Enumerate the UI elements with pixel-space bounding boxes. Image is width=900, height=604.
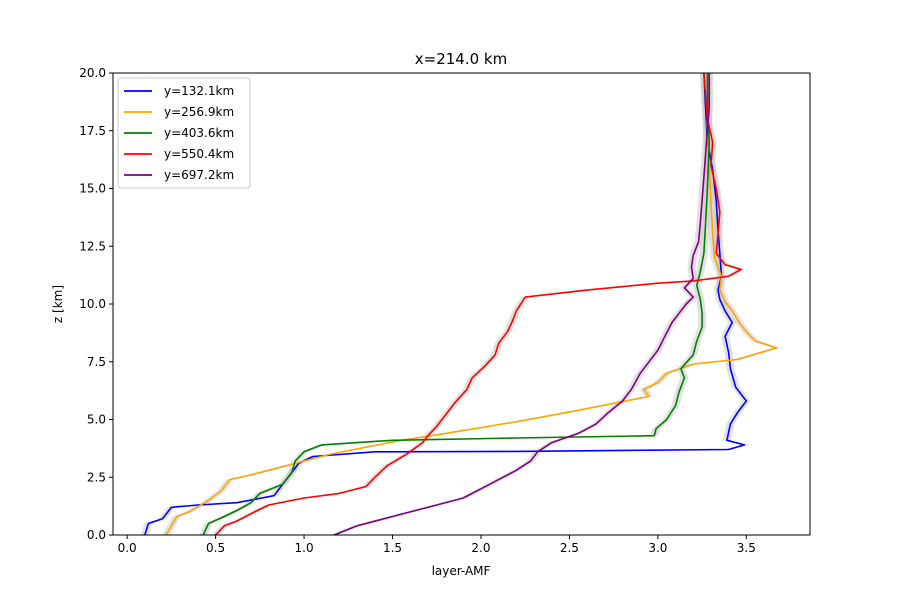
x-tick-label: 0.0 xyxy=(118,541,137,555)
y-tick-label: 10.0 xyxy=(79,297,106,311)
x-tick-label: 2.0 xyxy=(471,541,490,555)
y-tick-label: 17.5 xyxy=(79,124,106,138)
legend-label-1: y=132.1km xyxy=(164,84,234,98)
series-lines xyxy=(144,72,778,536)
legend: y=132.1km y=256.9km y=403.6km y=550.4km y=69… xyxy=(117,77,251,189)
x-tick-label: 3.5 xyxy=(737,541,756,555)
x-axis-label: layer-AMF xyxy=(432,564,491,578)
uncertainty-band-3 xyxy=(199,73,714,535)
y-axis-label: z [km] xyxy=(51,285,65,323)
series-line-5 xyxy=(333,73,711,536)
x-tick-label: 3.0 xyxy=(648,541,667,555)
y-tick-label: 0.0 xyxy=(87,528,106,542)
y-tick-label: 15.0 xyxy=(79,182,106,196)
x-tick-label: 1.5 xyxy=(383,541,402,555)
legend-label-2: y=256.9km xyxy=(164,105,234,119)
y-axis: 0.0 2.5 5.0 7.5 10.0 12.5 15.0 17.5 20.0 xyxy=(79,66,113,542)
legend-label-5: y=697.2km xyxy=(164,168,234,182)
series-line-1 xyxy=(144,72,748,536)
series-line-2 xyxy=(165,73,778,536)
y-tick-label: 20.0 xyxy=(79,66,106,80)
series-line-3 xyxy=(202,73,711,536)
x-tick-label: 0.5 xyxy=(206,541,225,555)
uncertainty-band-2 xyxy=(162,73,781,535)
chart-title: x=214.0 km xyxy=(415,50,507,68)
y-tick-label: 12.5 xyxy=(79,239,106,253)
x-axis: 0.0 0.5 1.0 1.5 2.0 2.5 3.0 3.5 xyxy=(118,535,756,555)
y-tick-label: 7.5 xyxy=(87,355,106,369)
y-tick-label: 5.0 xyxy=(87,413,106,427)
legend-label-4: y=550.4km xyxy=(164,147,234,161)
y-tick-label: 2.5 xyxy=(87,470,106,484)
x-tick-label: 1.0 xyxy=(295,541,314,555)
legend-label-3: y=403.6km xyxy=(164,126,234,140)
legend-box xyxy=(117,77,251,189)
x-tick-label: 2.5 xyxy=(560,541,579,555)
uncertainty-bands xyxy=(140,73,781,535)
series-line-4 xyxy=(215,72,742,536)
